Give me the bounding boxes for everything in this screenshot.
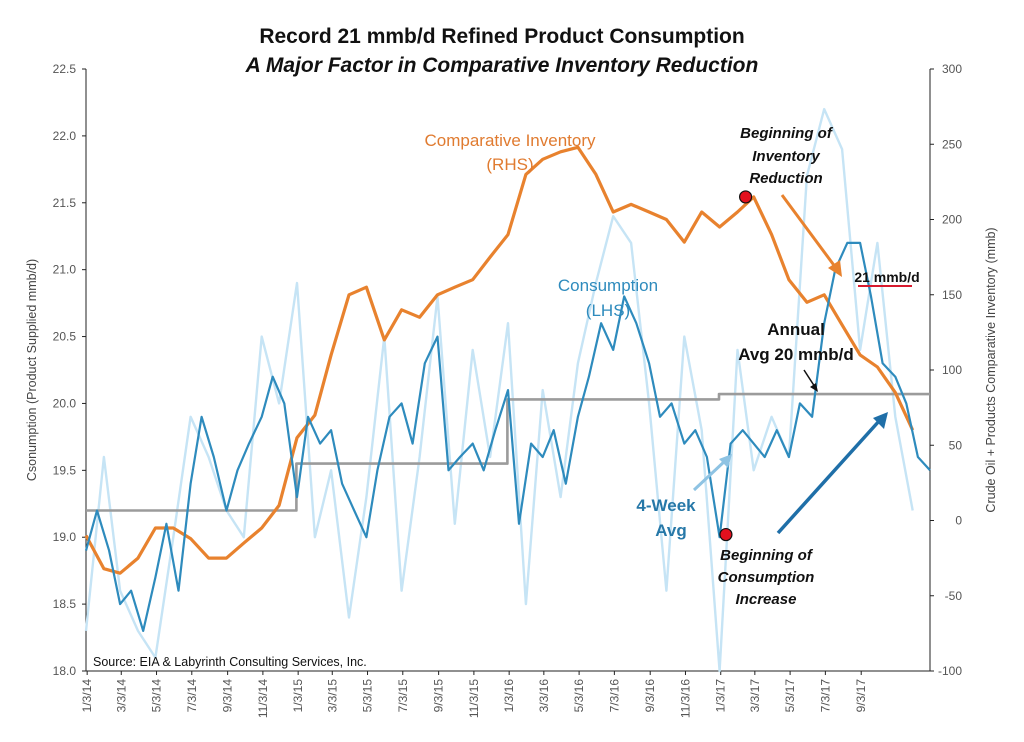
- x-tick-label: 11/3/14: [256, 679, 270, 718]
- x-tick-label: 7/3/16: [607, 679, 621, 713]
- consumption-label: Consumption: [558, 276, 658, 295]
- x-tick-label: 9/3/16: [643, 679, 657, 713]
- annual-avg-arrow: [803, 369, 816, 388]
- left-axis-title: Csonumption (Product Supplied mmb/d): [25, 259, 39, 481]
- x-tick-label: 3/3/15: [325, 679, 339, 713]
- annotation-arrows: [692, 194, 912, 535]
- x-tick-label: 5/3/17: [783, 679, 797, 713]
- left-tick-label: 19.5: [53, 463, 77, 477]
- x-tick-label: 11/3/15: [467, 679, 481, 718]
- right-tick-label: 50: [949, 438, 963, 452]
- x-tick-label: 1/3/17: [714, 679, 728, 713]
- chart-title: Record 21 mmb/d Refined Product Consumpt…: [259, 25, 744, 48]
- consumption-increase-label-1: Beginning of: [720, 547, 814, 564]
- x-tick-label: 1/3/14: [80, 679, 94, 713]
- annual-avg-label: Annual: [767, 320, 825, 339]
- x-tick-label: 9/3/15: [432, 679, 446, 713]
- four-week-arrow: [692, 458, 728, 492]
- inventory-reduction-marker: [738, 190, 753, 204]
- inventory-reduction-arrowhead: [828, 260, 842, 277]
- consumption-increase-marker: [719, 527, 733, 542]
- chart-subtitle: A Major Factor in Comparative Inventory …: [245, 54, 759, 77]
- series-line-annual-avg: [86, 392, 930, 512]
- right-tick-label: 0: [955, 514, 962, 528]
- series-line-consumption-lhs: [84, 107, 914, 673]
- consumption-increase-arrow: [776, 418, 882, 535]
- x-tick-label: 5/3/16: [572, 679, 586, 713]
- consumption-lhs-label: (LHS): [586, 301, 630, 320]
- x-tick-label: 5/3/14: [150, 679, 164, 713]
- x-tick-label: 5/3/15: [361, 679, 375, 713]
- x-tick-label: 3/3/16: [537, 679, 551, 713]
- left-tick-label: 22.5: [53, 62, 77, 76]
- x-tick-label: 3/3/14: [114, 679, 128, 713]
- right-tick-label: 200: [942, 213, 962, 227]
- right-tick-label: 100: [942, 363, 962, 377]
- inventory-reduction-label-3: Reduction: [749, 170, 822, 187]
- x-axis-ticks: 1/3/14 3/3/14 5/3/14 7/3/14 9/3/14 11/3/14 1/3…: [80, 671, 868, 718]
- consumption-increase-label-2: Consumption: [718, 569, 815, 586]
- consumption-increase-label-3: Increase: [736, 591, 797, 608]
- four-week-avg-label: Avg: [655, 521, 687, 540]
- annual-avg-value-label: Avg 20 mmb/d: [738, 345, 854, 364]
- inventory-reduction-arrow: [780, 194, 838, 269]
- x-tick-label: 7/3/17: [818, 679, 832, 713]
- right-axis-ticks: -100 -50 0 50 100 150 200 250 300: [930, 62, 962, 678]
- inventory-reduction-label-2: Inventory: [752, 148, 820, 165]
- series-line-4-week-avg: [84, 241, 931, 633]
- right-tick-label: 300: [942, 62, 962, 76]
- left-tick-label: 18.0: [53, 664, 77, 678]
- x-tick-label: 1/3/15: [291, 679, 305, 713]
- x-tick-label: 1/3/16: [502, 679, 516, 713]
- four-week-arrowhead: [719, 454, 732, 468]
- record-21-label: 21 mmb/d: [854, 269, 919, 285]
- left-tick-label: 19.0: [53, 530, 77, 544]
- right-tick-label: -50: [945, 589, 963, 603]
- annual-avg-arrowhead: [810, 383, 818, 392]
- four-week-label: 4-Week: [636, 496, 696, 515]
- source-note: Source: EIA & Labyrinth Consulting Servi…: [93, 655, 367, 669]
- consumption-increase-arrowhead: [873, 412, 888, 429]
- inventory-reduction-label-1: Beginning of: [740, 125, 834, 142]
- left-axis-ticks: 18.0 18.5 19.0 19.5 20.0 20.5 21.0 21.5 22.0 22.5: [53, 62, 86, 678]
- x-tick-label: 3/3/17: [748, 679, 762, 713]
- left-tick-label: 20.5: [53, 330, 77, 344]
- x-tick-label: 7/3/15: [396, 679, 410, 713]
- left-tick-label: 20.0: [53, 396, 77, 410]
- x-tick-label: 9/3/14: [221, 679, 235, 713]
- right-tick-label: 150: [942, 288, 962, 302]
- inventory-label: Comparative Inventory: [424, 131, 596, 150]
- left-tick-label: 22.0: [53, 129, 77, 143]
- right-tick-label: -100: [938, 664, 962, 678]
- right-axis-title: Crude Oil + Products Comparative Invento…: [984, 227, 998, 512]
- x-tick-label: 7/3/14: [185, 679, 199, 713]
- series-layer: [84, 107, 931, 673]
- x-tick-label: 9/3/17: [854, 679, 868, 713]
- series-line-comparative-inventory-rhs: [84, 145, 915, 575]
- left-tick-label: 18.5: [53, 597, 77, 611]
- left-tick-label: 21.5: [53, 196, 77, 210]
- right-tick-label: 250: [942, 137, 962, 151]
- left-tick-label: 21.0: [53, 263, 77, 277]
- x-tick-label: 11/3/16: [678, 679, 692, 718]
- inventory-rhs-label: (RHS): [486, 155, 533, 174]
